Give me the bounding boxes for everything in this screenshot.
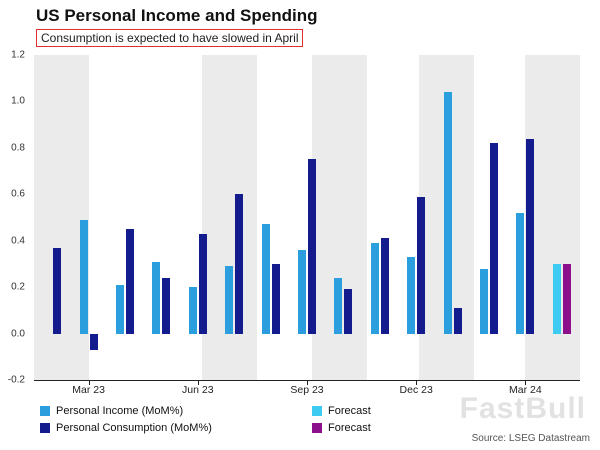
legend-item-3: Forecast: [312, 420, 371, 435]
bar-group-apr-24: [544, 55, 580, 380]
bar-income: [152, 261, 161, 334]
bar-income: [188, 287, 197, 334]
legend-swatch: [40, 405, 50, 416]
bar-income: [225, 266, 234, 334]
x-tick-label: Dec 23: [399, 384, 433, 396]
legend-item-1: Personal Consumption (MoM%): [40, 420, 312, 435]
bar-income: [334, 277, 343, 334]
y-tick-label: -0.2: [7, 374, 25, 386]
bar-group-jul-23: [216, 55, 252, 380]
x-tick-label: Mar 24: [509, 384, 542, 396]
x-tick-mark: [88, 381, 90, 385]
bar-income: [370, 243, 379, 334]
bar-group-sep-23: [289, 55, 325, 380]
legend-swatch: [312, 422, 322, 433]
bar-income: [261, 224, 270, 334]
y-tick-label: 0.0: [11, 328, 25, 340]
bar-consumption: [380, 238, 389, 334]
bar-income: [479, 268, 488, 334]
legend-swatch: [312, 405, 322, 416]
bar-consumption: [489, 143, 498, 334]
legend-label: Personal Consumption (MoM%): [56, 421, 212, 434]
x-tick-mark: [307, 381, 308, 385]
bar-income: [115, 284, 124, 334]
bar-group-dec-23: [398, 55, 434, 380]
legend-label: Personal Income (MoM%): [56, 404, 184, 417]
quarter-shading-band: [34, 55, 89, 380]
bar-group-mar-24: [507, 55, 543, 380]
x-tick-mark: [197, 381, 199, 385]
bar-group-aug-23: [252, 55, 288, 380]
bar-income: [297, 250, 306, 334]
bar-consumption: [198, 233, 207, 334]
y-tick-label: 0.6: [11, 188, 25, 200]
forecast-bar-consumption: [562, 263, 571, 334]
bar-consumption: [344, 289, 353, 334]
bar-group-jan-24: [434, 55, 470, 380]
bar-consumption: [307, 159, 316, 334]
y-tick-label: 1.2: [11, 49, 25, 61]
legend-item-0: Personal Income (MoM%): [40, 403, 312, 418]
x-axis: Mar 23 Jun 23 Sep 23 Dec 23 Mar 24: [34, 384, 580, 398]
legend-item-2: Forecast: [312, 403, 371, 418]
legend-swatch: [40, 422, 50, 433]
x-tick-label: Sep 23: [290, 384, 324, 396]
bar-consumption: [162, 277, 171, 334]
chart-title: US Personal Income and Spending: [36, 6, 318, 25]
legend: Personal Income (MoM%) Personal Consumpti…: [40, 403, 371, 435]
x-tick-mark: [416, 381, 418, 385]
bar-group-mar-23: [70, 55, 106, 380]
legend-label: Forecast: [328, 421, 371, 434]
legend-label: Forecast: [328, 404, 371, 417]
bar-consumption: [526, 138, 535, 334]
watermark: FastBull: [459, 392, 586, 425]
x-tick-label: Mar 23: [72, 384, 105, 396]
bar-consumption: [417, 196, 426, 334]
bar-group-may-23: [143, 55, 179, 380]
y-tick-label: 0.8: [11, 142, 25, 154]
y-tick-label: 0.4: [11, 235, 25, 247]
source-text: Source: LSEG Datastream: [471, 433, 590, 444]
bar-consumption: [125, 229, 134, 334]
bar-income: [516, 212, 525, 334]
bar-income: [79, 219, 88, 334]
bar-group-jun-23: [180, 55, 216, 380]
y-tick-label: 1.0: [11, 95, 25, 107]
bar-consumption: [53, 247, 62, 334]
forecast-bar-income: [552, 263, 561, 334]
bar-group-nov-23: [362, 55, 398, 380]
x-tick-mark: [525, 381, 527, 385]
bar-group-feb-24: [471, 55, 507, 380]
plot-area: [34, 55, 580, 385]
y-tick-label: 0.2: [11, 281, 25, 293]
x-tick-label: Jun 23: [182, 384, 214, 396]
bar-income: [407, 256, 416, 334]
bar-consumption: [271, 263, 280, 334]
bar-group-oct-23: [325, 55, 361, 380]
bar-group-feb-23: [34, 55, 70, 380]
bar-consumption: [89, 333, 98, 350]
chart-subtitle-box: Consumption is expected to have slowed i…: [36, 29, 304, 47]
bar-group-apr-23: [107, 55, 143, 380]
bar-consumption: [235, 194, 244, 334]
chart-subtitle: Consumption is expected to have slowed i…: [36, 29, 304, 47]
bar-consumption: [453, 308, 462, 334]
quarter-shading-band: [525, 55, 580, 380]
bar-income: [443, 92, 452, 334]
y-axis: -0.2 0.0 0.2 0.4 0.6 0.8 1.0 1.2: [0, 50, 30, 386]
